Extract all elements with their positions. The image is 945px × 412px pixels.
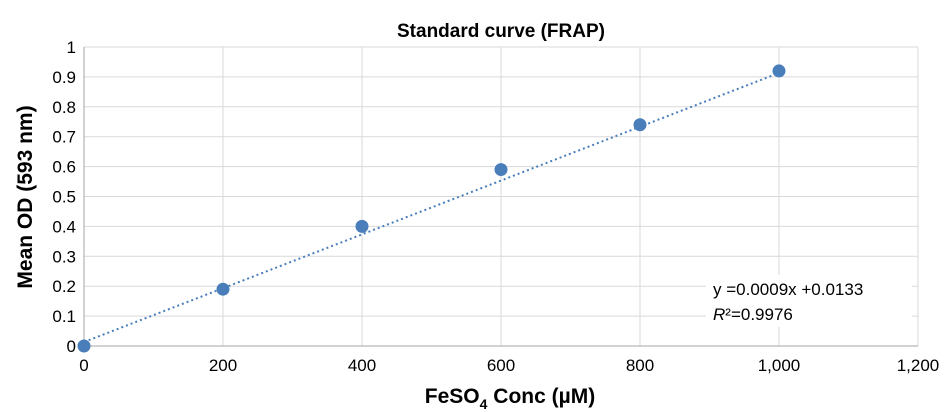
y-tick-label: 0.9 <box>52 68 76 87</box>
chart-title: Standard curve (FRAP) <box>397 21 605 42</box>
r-symbol: R <box>713 305 725 324</box>
trendline-layer <box>83 71 780 343</box>
equation-box <box>706 275 912 327</box>
x-axis-title: FeSO4 Conc (µM) <box>425 385 595 412</box>
r-squared-value: ²=0.9976 <box>725 305 793 324</box>
x-tick-label: 1,000 <box>758 356 801 375</box>
y-axis-title: Mean OD (593 nm) <box>14 105 37 288</box>
y-tick-label: 0.3 <box>52 247 76 266</box>
x-tick-labels: 0 200 400 600 800 1,000 1,200 <box>79 356 939 375</box>
data-point <box>216 282 230 296</box>
data-point <box>772 64 786 78</box>
axes <box>83 47 918 347</box>
y-tick-label: 0.7 <box>52 128 76 147</box>
y-tick-label: 0.6 <box>52 158 76 177</box>
y-tick-label: 0 <box>67 337 76 356</box>
y-tick-label: 1 <box>67 38 76 57</box>
data-point <box>494 163 508 177</box>
x-tick-label: 400 <box>348 356 376 375</box>
x-tick-label: 800 <box>626 356 654 375</box>
data-point <box>355 219 369 233</box>
r-squared-label: R²=0.9976 <box>713 305 793 324</box>
x-tick-label: 0 <box>79 356 88 375</box>
x-tick-label: 1,200 <box>897 356 940 375</box>
x-axis-title-subscript: 4 <box>480 396 488 412</box>
trendline <box>83 71 780 343</box>
x-axis-title-rest: Conc (µM) <box>487 385 595 408</box>
x-tick-label: 200 <box>209 356 237 375</box>
x-tick-label: 600 <box>487 356 515 375</box>
y-tick-label: 0.4 <box>52 217 76 236</box>
y-tick-label: 0.5 <box>52 188 76 207</box>
y-tick-label: 0.2 <box>52 277 76 296</box>
y-tick-labels: 0 0.1 0.2 0.3 0.4 0.5 0.6 0.7 0.8 0.9 1 <box>52 38 76 356</box>
y-tick-label: 0.8 <box>52 98 76 117</box>
data-point <box>77 339 91 353</box>
trendline-equation: y =0.0009x +0.0133 <box>713 280 863 299</box>
x-axis-title-main: FeSO <box>425 385 480 408</box>
y-tick-label: 0.1 <box>52 307 76 326</box>
data-points <box>77 64 786 353</box>
data-point <box>633 118 647 132</box>
